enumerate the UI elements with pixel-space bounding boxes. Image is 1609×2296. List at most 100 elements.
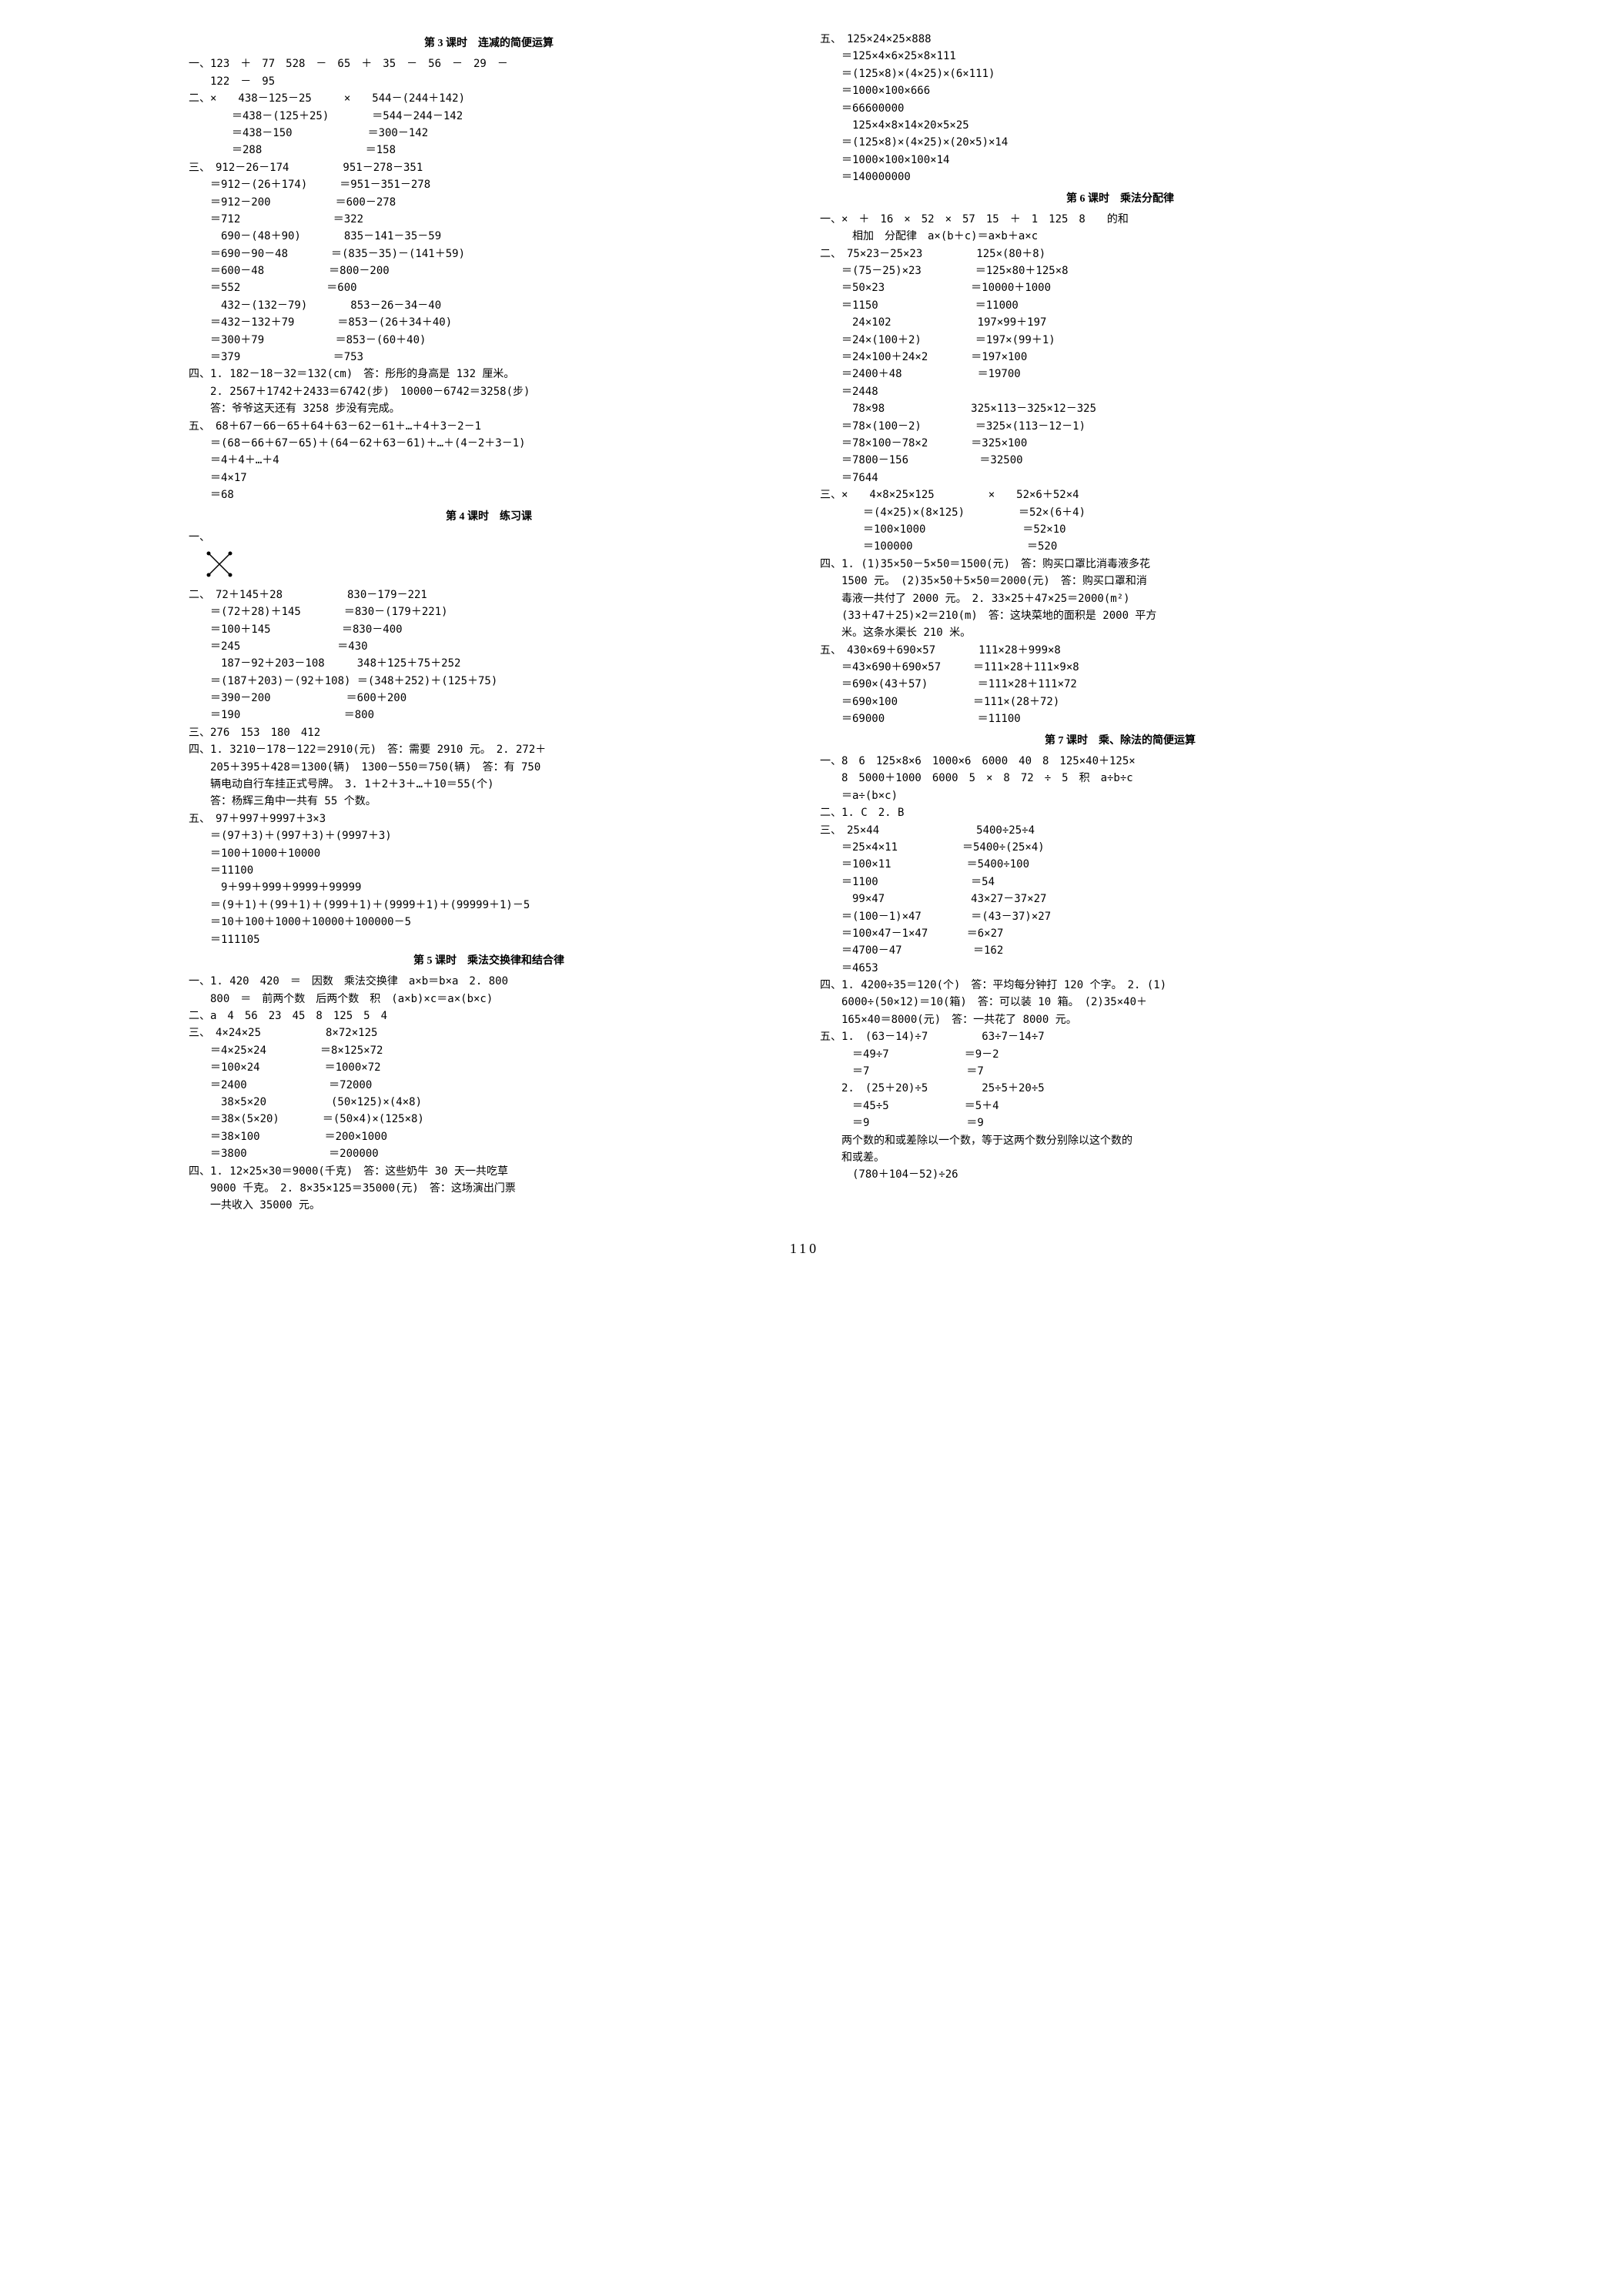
section-3-body: 一、123 ＋ 77 528 － 65 ＋ 35 － 56 － 29 － 122…	[189, 55, 789, 503]
sec4-line: ＝100＋145 ＝830－400	[189, 621, 789, 638]
sec7-line: 五、1. (63－14)÷7 63÷7－14÷7	[820, 1028, 1420, 1045]
section-4-q1-label: 一、	[189, 529, 789, 546]
sec6-line: 一、× ＋ 16 × 52 × 57 15 ＋ 1 125 8 的和	[820, 211, 1420, 228]
sec6-line: ＝(75－25)×23 ＝125×80＋125×8	[820, 262, 1420, 279]
sec3-line: ＝600－48 ＝800－200	[189, 262, 789, 279]
sec3-line: ＝438－150 ＝300－142	[189, 125, 789, 142]
sec4-line: ＝(187＋203)－(92＋108) ＝(348＋252)＋(125＋75)	[189, 673, 789, 690]
sec6-line: 78×98 325×113－325×12－325	[820, 400, 1420, 417]
section-7-title: 第 7 课时 乘、除法的简便运算	[820, 733, 1420, 750]
sec3-line: ＝690－90－48 ＝(835－35)－(141＋59)	[189, 246, 789, 262]
sec4-line: ＝11100	[189, 862, 789, 879]
sec5b-line: ＝1000×100×666	[820, 82, 1420, 99]
sec5-line: ＝2400 ＝72000	[189, 1077, 789, 1094]
section-5-body: 一、1. 420 420 ＝ 因数 乘法交换律 a×b＝b×a 2. 800 8…	[189, 973, 789, 1214]
sec4-line: 答：杨辉三角中一共有 55 个数。	[189, 793, 789, 810]
sec6-line: ＝2400＋48 ＝19700	[820, 366, 1420, 383]
sec4-line: 辆电动自行车挂正式号牌。 3. 1＋2＋3＋…＋10＝55(个)	[189, 776, 789, 793]
sec5b-line: ＝140000000	[820, 169, 1420, 185]
sec7-line: 二、1. C 2. B	[820, 804, 1420, 821]
sec7-line: ＝4653	[820, 960, 1420, 977]
sec4-line: 二、 72＋145＋28 830－179－221	[189, 587, 789, 603]
sec5-line: 9000 千克。 2. 8×35×125＝35000(元) 答：这场演出门票	[189, 1180, 789, 1197]
sec6-line: 1500 元。 (2)35×50＋5×50＝2000(元) 答：购买口罩和消	[820, 573, 1420, 590]
sec5-line: 二、a 4 56 23 45 8 125 5 4	[189, 1008, 789, 1024]
section-6-body: 一、× ＋ 16 × 52 × 57 15 ＋ 1 125 8 的和 相加 分配…	[820, 211, 1420, 728]
sec7-line: 四、1. 4200÷35＝120(个) 答：平均每分钟打 120 个字。 2. …	[820, 977, 1420, 994]
sec4-line: ＝(9＋1)＋(99＋1)＋(999＋1)＋(9999＋1)＋(99999＋1)…	[189, 897, 789, 914]
sec7-line: ＝9 ＝9	[820, 1115, 1420, 1131]
sec6-line: 四、1. (1)35×50－5×50＝1500(元) 答：购买口罩比消毒液多花	[820, 556, 1420, 573]
sec5-line: 一共收入 35000 元。	[189, 1197, 789, 1214]
sec5b-line: 125×4×8×14×20×5×25	[820, 117, 1420, 134]
sec7-line: 三、 25×44 5400÷25÷4	[820, 822, 1420, 839]
section-5-title: 第 5 课时 乘法交换律和结合律	[189, 953, 789, 970]
sec6-line: ＝100×1000 ＝52×10	[820, 521, 1420, 538]
sec3-line: 三、 912－26－174 951－278－351	[189, 159, 789, 176]
sec6-line: 三、× 4×8×25×125 × 52×6＋52×4	[820, 486, 1420, 503]
page-number: 110	[46, 1238, 1563, 1260]
sec3-line: ＝912－200 ＝600－278	[189, 194, 789, 211]
sec4-line: 五、 97＋997＋9997＋3×3	[189, 810, 789, 827]
sec3-line: ＝4＋4＋…＋4	[189, 452, 789, 469]
sec4-line: ＝245 ＝430	[189, 638, 789, 655]
sec6-line: ＝100000 ＝520	[820, 538, 1420, 555]
sec3-line: 690－(48＋90) 835－141－35－59	[189, 228, 789, 245]
sec6-line: 相加 分配律 a×(b＋c)＝a×b＋a×c	[820, 228, 1420, 245]
sec5-line: ＝3800 ＝200000	[189, 1145, 789, 1162]
sec6-line: ＝24×(100＋2) ＝197×(99＋1)	[820, 332, 1420, 349]
sec3-line: 四、1. 182－18－32＝132(cm) 答：彤彤的身高是 132 厘米。	[189, 366, 789, 383]
sec7-line: 165×40＝8000(元) 答：一共花了 8000 元。	[820, 1011, 1420, 1028]
sec5-line: 一、1. 420 420 ＝ 因数 乘法交换律 a×b＝b×a 2. 800	[189, 973, 789, 990]
sec3-line: ＝379 ＝753	[189, 349, 789, 366]
section-4-body: 二、 72＋145＋28 830－179－221 ＝(72＋28)＋145 ＝8…	[189, 587, 789, 948]
sec5-line: 38×5×20 (50×125)×(4×8)	[189, 1094, 789, 1111]
sec7-line: ＝49÷7 ＝9－2	[820, 1046, 1420, 1063]
left-column: 第 3 课时 连减的简便运算 一、123 ＋ 77 528 － 65 ＋ 35 …	[189, 31, 789, 1215]
sec5-line: 四、1. 12×25×30＝9000(千克) 答：这些奶牛 30 天一共吃草	[189, 1163, 789, 1180]
sec7-line: ＝(100－1)×47 ＝(43－37)×27	[820, 908, 1420, 925]
sec4-line: 205＋395＋428＝1300(辆) 1300－550＝750(辆) 答：有 …	[189, 759, 789, 776]
sec5-line: 800 ＝ 前两个数 后两个数 积 (a×b)×c＝a×(b×c)	[189, 991, 789, 1008]
sec3-line: ＝438－(125＋25) ＝544－244－142	[189, 108, 789, 125]
sec5-line: ＝38×(5×20) ＝(50×4)×(125×8)	[189, 1111, 789, 1128]
sec3-line: ＝300＋79 ＝853－(60＋40)	[189, 332, 789, 349]
sec7-line: 8 5000＋1000 6000 5 × 8 72 ÷ 5 积 a÷b÷c	[820, 770, 1420, 787]
sec3-line: 2. 2567＋1742＋2433＝6742(步) 10000－6742＝325…	[189, 383, 789, 400]
page-container: 第 3 课时 连减的简便运算 一、123 ＋ 77 528 － 65 ＋ 35 …	[189, 31, 1420, 1215]
sec7-line: ＝4700－47 ＝162	[820, 942, 1420, 959]
sec7-line: 6000÷(50×12)＝10(箱) 答：可以装 10 箱。 (2)35×40＋	[820, 994, 1420, 1011]
sec4-line: ＝(97＋3)＋(997＋3)＋(9997＋3)	[189, 827, 789, 844]
sec5b-line: ＝66600000	[820, 100, 1420, 117]
sec6-line: 米。这条水渠长 210 米。	[820, 624, 1420, 641]
sec6-line: 毒液一共付了 2000 元。 2. 33×25＋47×25＝2000(m²)	[820, 590, 1420, 607]
sec6-line: ＝7644	[820, 470, 1420, 486]
sec3-line: ＝912－(26＋174) ＝951－351－278	[189, 176, 789, 193]
sec7-line: (780＋104－52)÷26	[820, 1166, 1420, 1183]
sec7-line: ＝1100 ＝54	[820, 874, 1420, 891]
sec6-line: ＝43×690＋690×57 ＝111×28＋111×9×8	[820, 659, 1420, 676]
sec3-line: 432－(132－79) 853－26－34－40	[189, 297, 789, 314]
sec4-line: ＝390－200 ＝600＋200	[189, 690, 789, 707]
sec3-line: ＝552 ＝600	[189, 279, 789, 296]
sec3-line: ＝4×17	[189, 470, 789, 486]
section-4-title: 第 4 课时 练习课	[189, 509, 789, 526]
sec6-line: ＝690×(43＋57) ＝111×28＋111×72	[820, 676, 1420, 693]
sec6-line: ＝(4×25)×(8×125) ＝52×(6＋4)	[820, 504, 1420, 521]
sec7-line: 一、8 6 125×8×6 1000×6 6000 40 8 125×40＋12…	[820, 753, 1420, 770]
sec4-line: ＝(72＋28)＋145 ＝830－(179＋221)	[189, 603, 789, 620]
sec6-line: ＝690×100 ＝111×(28＋72)	[820, 693, 1420, 710]
sec4-line: 9＋99＋999＋9999＋99999	[189, 879, 789, 896]
sec3-line: 五、 68＋67－66－65＋64＋63－62－61＋…＋4＋3－2－1	[189, 418, 789, 435]
sec7-line: ＝100×47－1×47 ＝6×27	[820, 925, 1420, 942]
sec6-line: ＝1150 ＝11000	[820, 297, 1420, 314]
sec3-line: 二、× 438－125－25 × 544－(244＋142)	[189, 90, 789, 107]
sec6-line: ＝7800－156 ＝32500	[820, 452, 1420, 469]
sec5b-line: ＝(125×8)×(4×25)×(6×111)	[820, 65, 1420, 82]
sec5-line: ＝100×24 ＝1000×72	[189, 1059, 789, 1076]
sec4-line: ＝190 ＝800	[189, 707, 789, 724]
sec3-line: ＝712 ＝322	[189, 211, 789, 228]
sec7-line: ＝25×4×11 ＝5400÷(25×4)	[820, 839, 1420, 856]
sec6-line: 五、 430×69＋690×57 111×28＋999×8	[820, 642, 1420, 659]
sec5-line: ＝38×100 ＝200×1000	[189, 1128, 789, 1145]
